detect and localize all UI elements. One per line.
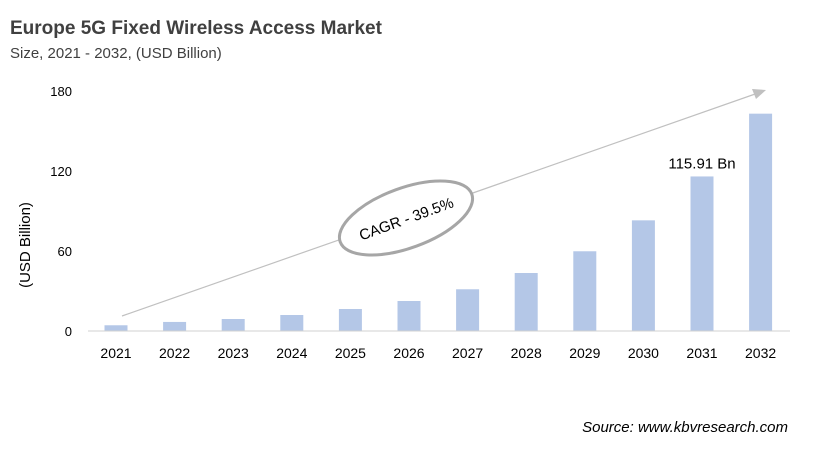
chart-subtitle: Size, 2021 - 2032, (USD Billion) xyxy=(10,45,222,62)
data-label-2031: 115.91 Bn xyxy=(668,155,735,172)
y-tick-label: 0 xyxy=(65,324,72,339)
bar-2029 xyxy=(573,251,597,331)
x-tick-label: 2021 xyxy=(100,345,131,361)
x-tick-label: 2028 xyxy=(511,345,542,361)
bar-2024 xyxy=(280,315,304,331)
chart-title: Europe 5G Fixed Wireless Access Market xyxy=(10,18,383,39)
bar-2022 xyxy=(163,321,187,331)
bar-2027 xyxy=(456,289,480,331)
x-tick-label: 2024 xyxy=(276,345,307,361)
x-tick-label: 2032 xyxy=(745,345,776,361)
bar-2021 xyxy=(104,325,128,331)
bar-2028 xyxy=(514,273,538,331)
y-tick-label: 60 xyxy=(58,244,72,259)
x-tick-label: 2022 xyxy=(159,345,190,361)
x-tick-label: 2027 xyxy=(452,345,483,361)
bar-2031 xyxy=(690,176,714,331)
bar-2023 xyxy=(221,319,245,331)
bar-2032 xyxy=(749,113,773,332)
source-text: Source: www.kbvresearch.com xyxy=(582,419,788,436)
x-tick-label: 2025 xyxy=(335,345,366,361)
x-tick-label: 2029 xyxy=(569,345,600,361)
cagr-ellipse xyxy=(337,179,475,257)
x-tick-label: 2026 xyxy=(393,345,424,361)
x-tick-label: 2031 xyxy=(686,345,717,361)
y-tick-label: 120 xyxy=(50,164,72,179)
bar-2025 xyxy=(338,309,362,331)
y-tick-label: 180 xyxy=(50,84,72,99)
y-axis-label: (USD Billion) xyxy=(17,202,34,288)
trend-arrow-head xyxy=(752,89,766,99)
x-tick-label: 2030 xyxy=(628,345,659,361)
bar-2026 xyxy=(397,301,421,331)
bar-2030 xyxy=(631,220,655,331)
x-tick-label: 2023 xyxy=(218,345,249,361)
